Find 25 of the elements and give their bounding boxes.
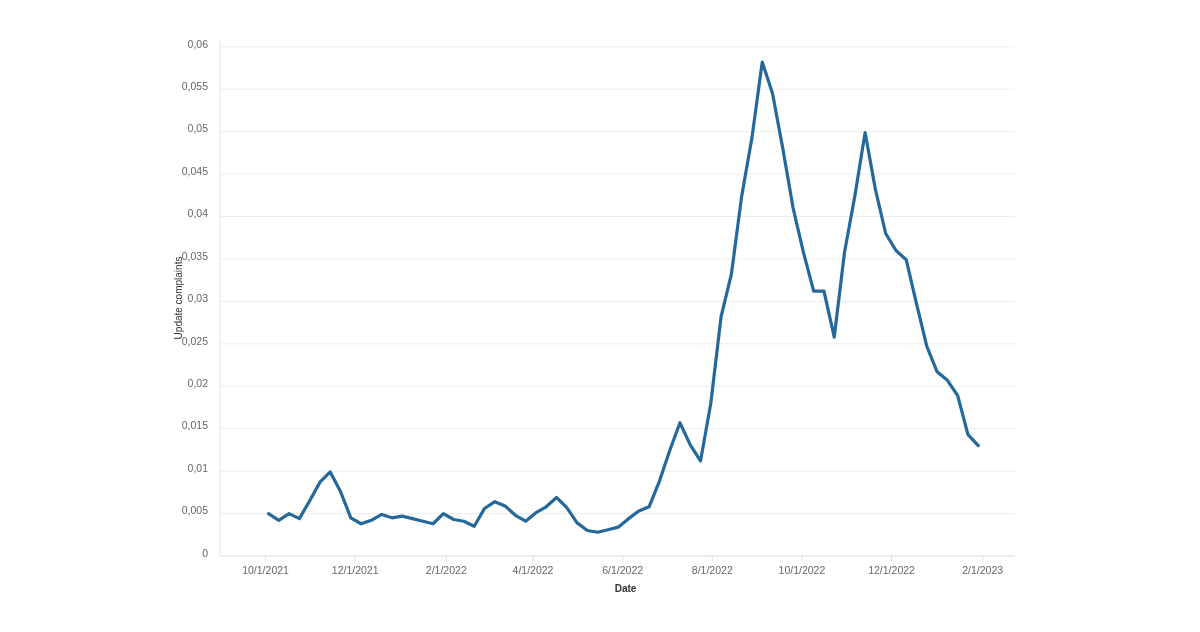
y-tick-label: 0,04 bbox=[187, 207, 209, 220]
y-tick-label: 0,055 bbox=[181, 80, 209, 92]
x-tick-label: 4/1/2022 bbox=[512, 564, 554, 576]
y-tick-label: 0,025 bbox=[181, 334, 209, 347]
y-tick-label: 0,005 bbox=[181, 504, 209, 517]
x-tick-label: 10/1/2021 bbox=[242, 564, 290, 576]
x-tick-label: 12/1/2022 bbox=[868, 564, 916, 576]
x-tick-label: 2/1/2022 bbox=[425, 564, 467, 576]
y-tick-label: 0,035 bbox=[181, 249, 209, 262]
y-tick-label: 0,015 bbox=[181, 419, 209, 432]
y-tick-label: 0 bbox=[202, 546, 209, 559]
x-tick-label: 2/1/2023 bbox=[962, 564, 1004, 576]
y-tick-label: 0,06 bbox=[187, 37, 209, 50]
y-tick-label: 0,03 bbox=[187, 292, 209, 305]
y-axis-title: Update complaints bbox=[173, 256, 184, 340]
x-tick-label: 12/1/2021 bbox=[331, 564, 379, 576]
x-axis-title: Date bbox=[614, 583, 637, 594]
line-series bbox=[266, 60, 980, 534]
y-tick-label: 0,045 bbox=[181, 164, 209, 177]
x-tick-label: 10/1/2022 bbox=[778, 564, 826, 576]
y-tick-label: 0,05 bbox=[187, 122, 209, 135]
x-tick-label: 8/1/2022 bbox=[691, 564, 733, 576]
y-tick-label: 0,01 bbox=[187, 461, 209, 474]
x-tick-label: 6/1/2022 bbox=[602, 564, 644, 576]
y-tick-label: 0,02 bbox=[187, 377, 209, 390]
